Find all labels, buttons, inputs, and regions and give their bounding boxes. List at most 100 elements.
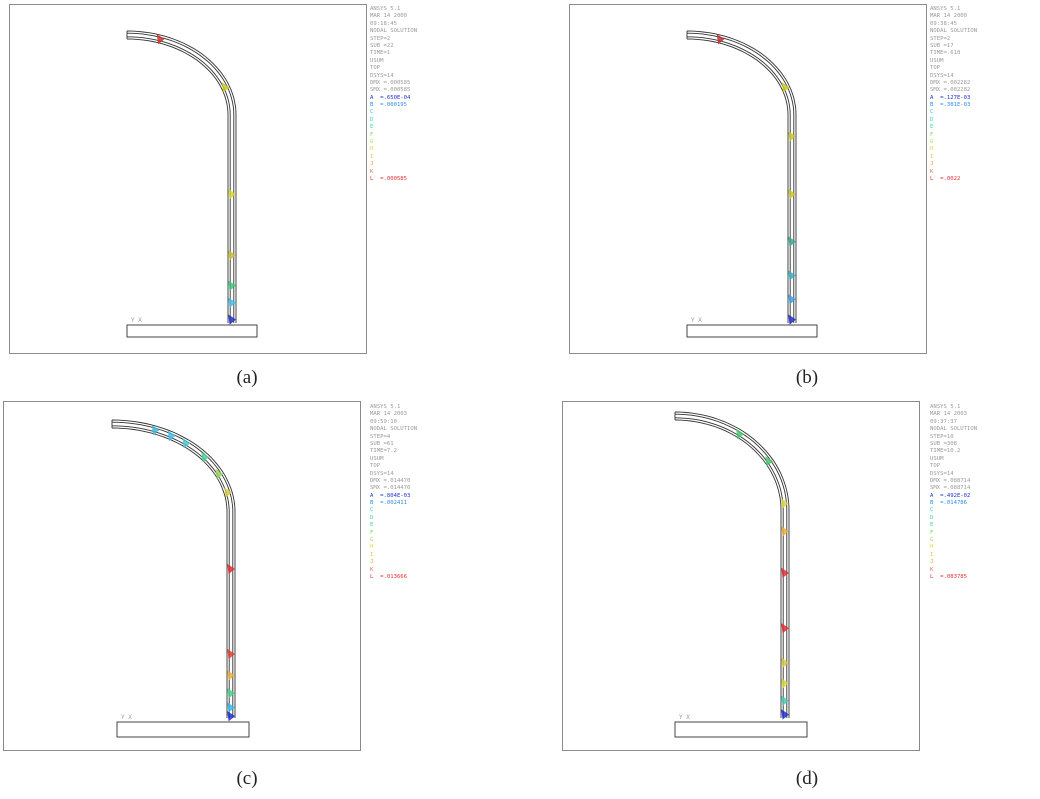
structure-plot-a: Y X [126, 30, 258, 338]
legend-contour-line: K [370, 168, 374, 175]
structure-plot-b: Y X [686, 30, 818, 338]
tube-wall-line [686, 32, 795, 323]
legend-contour-line: E [930, 522, 934, 529]
legend-contour-line: G [930, 139, 934, 146]
displacement-arrow-icon [781, 567, 790, 579]
displacement-arrow-icon [228, 280, 237, 291]
displacement-arrow-icon [788, 236, 797, 247]
legend-line: 09:38:45 [930, 20, 957, 27]
caption-c: (c) [236, 768, 258, 789]
legend-contour-line: A =.804E-03 [370, 492, 411, 499]
displacement-arrow-icon [227, 670, 236, 681]
legend-contour-line: L =.0022 [930, 175, 961, 182]
panel-c: Y X ANSYS 5.1 MAR 14 2003 09:59:10 NODAL SO… [0, 398, 520, 797]
legend-contour-line: B =.381E-03 [930, 102, 971, 109]
displacement-arrow-icon [167, 430, 176, 441]
legend-line: NODAL SOLUTION [930, 28, 978, 35]
tube-wall-line [111, 419, 236, 718]
panel-d: Y X ANSYS 5.1 MAR 14 2003 09:37:37 NODAL SO… [560, 398, 1040, 797]
legend-contour-line: I [930, 153, 934, 160]
plot-frame-c: Y X [3, 401, 361, 751]
legend-contour-line: H [370, 146, 374, 153]
legend-c: ANSYS 5.1 MAR 14 2003 09:59:10 NODAL SOLUTI… [370, 404, 417, 581]
displacement-arrow-icon [781, 526, 790, 537]
legend-contour-line: J [370, 559, 374, 566]
legend-line: ANSYS 5.1 [930, 404, 961, 410]
displacement-arrow-icon [716, 33, 725, 45]
legend-line: DMX =.002282 [930, 79, 971, 86]
legend-line: MAR 14 2003 [370, 411, 408, 418]
legend-contour-line: K [930, 566, 934, 573]
axis-triad-label: Y X [679, 714, 690, 721]
tube-wall-line [126, 38, 229, 323]
displacement-arrow-icon [182, 438, 191, 449]
legend-line: SUB =22 [370, 42, 394, 49]
legend-line: STEP=10 [930, 433, 954, 440]
legend-contour-line: D [370, 514, 374, 521]
legend-contour-line: L =.000585 [370, 175, 408, 182]
legend-contour-line: I [370, 153, 374, 160]
legend-line: STEP=4 [370, 433, 391, 440]
displacement-arrow-icon [788, 188, 797, 200]
structure-plot-c: Y X [111, 419, 250, 738]
legend-contour-line: C [370, 109, 374, 116]
displacement-arrow-icon [781, 709, 790, 720]
legend-line: 09:37:37 [930, 418, 957, 425]
displacement-arrow-icon [156, 33, 165, 45]
tube-wall-line [686, 36, 791, 323]
structure-plot-d: Y X [674, 411, 808, 738]
legend-contour-line: K [930, 168, 934, 175]
legend-contour-line: K [370, 566, 374, 573]
legend-line: TOP [370, 65, 381, 72]
legend-contour-line: F [370, 131, 374, 138]
legend-line: DSYS=14 [930, 470, 954, 477]
legend-line: NODAL SOLUTION [370, 426, 418, 433]
legend-contour-line: G [370, 139, 374, 146]
legend-contour-line: B =.002411 [370, 500, 408, 507]
displacement-arrow-icon [201, 451, 210, 463]
axis-triad-label: Y X [691, 317, 702, 324]
legend-line: ANSYS 5.1 [370, 6, 401, 12]
legend-contour-line: G [930, 537, 934, 544]
displacement-arrow-icon [781, 678, 790, 689]
legend-line: SMX =.014470 [370, 485, 411, 492]
legend-contour-line: E [370, 522, 374, 529]
legend-line: DMX =.000585 [370, 79, 411, 86]
displacement-arrow-icon [227, 702, 236, 713]
tube-wall-line [126, 32, 235, 323]
legend-line: SUB =308 [930, 440, 957, 447]
tube-wall-line [111, 425, 230, 718]
legend-line: DSYS=14 [370, 72, 394, 79]
displacement-arrow-icon [781, 622, 790, 634]
legend-line: USUM [930, 455, 944, 462]
legend-line: DSYS=14 [930, 72, 954, 79]
legend-a: ANSYS 5.1 MAR 14 2000 09:18:45 NODAL SOLUTI… [370, 6, 417, 183]
panel-b: Y X ANSYS 5.1 MAR 14 2000 09:38:45 NODAL SO… [560, 0, 1040, 399]
displacement-arrow-icon [736, 428, 744, 440]
legend-contour-line: D [930, 514, 934, 521]
legend-contour-line: A =.650E-04 [370, 94, 411, 101]
legend-line: DMX =.088714 [930, 477, 971, 484]
foundation-plate [686, 324, 818, 338]
displacement-arrow-icon [765, 456, 774, 467]
legend-line: STEP=2 [930, 35, 951, 42]
axis-triad-label: Y X [121, 714, 132, 721]
legend-contour-line: H [930, 544, 934, 551]
legend-line: SMX =.088714 [930, 485, 971, 492]
tube-wall-line [686, 30, 797, 323]
legend-line: SMX =.000585 [370, 87, 411, 94]
displacement-arrow-icon [788, 270, 797, 281]
displacement-arrow-icon [788, 131, 797, 142]
tube-wall-line [674, 419, 782, 718]
displacement-arrow-icon [227, 563, 236, 575]
displacement-arrow-icon [228, 314, 237, 325]
legend-line: USUM [930, 57, 944, 64]
tube-wall-line [674, 411, 790, 718]
legend-line: TIME=.618 [930, 50, 961, 57]
legend-line: MAR 14 2000 [370, 13, 408, 20]
caption-a: (a) [236, 367, 258, 388]
legend-contour-line: F [930, 131, 934, 138]
legend-line: MAR 14 2003 [930, 411, 968, 418]
displacement-arrow-icon [224, 487, 233, 498]
legend-line: NODAL SOLUTION [930, 426, 978, 433]
